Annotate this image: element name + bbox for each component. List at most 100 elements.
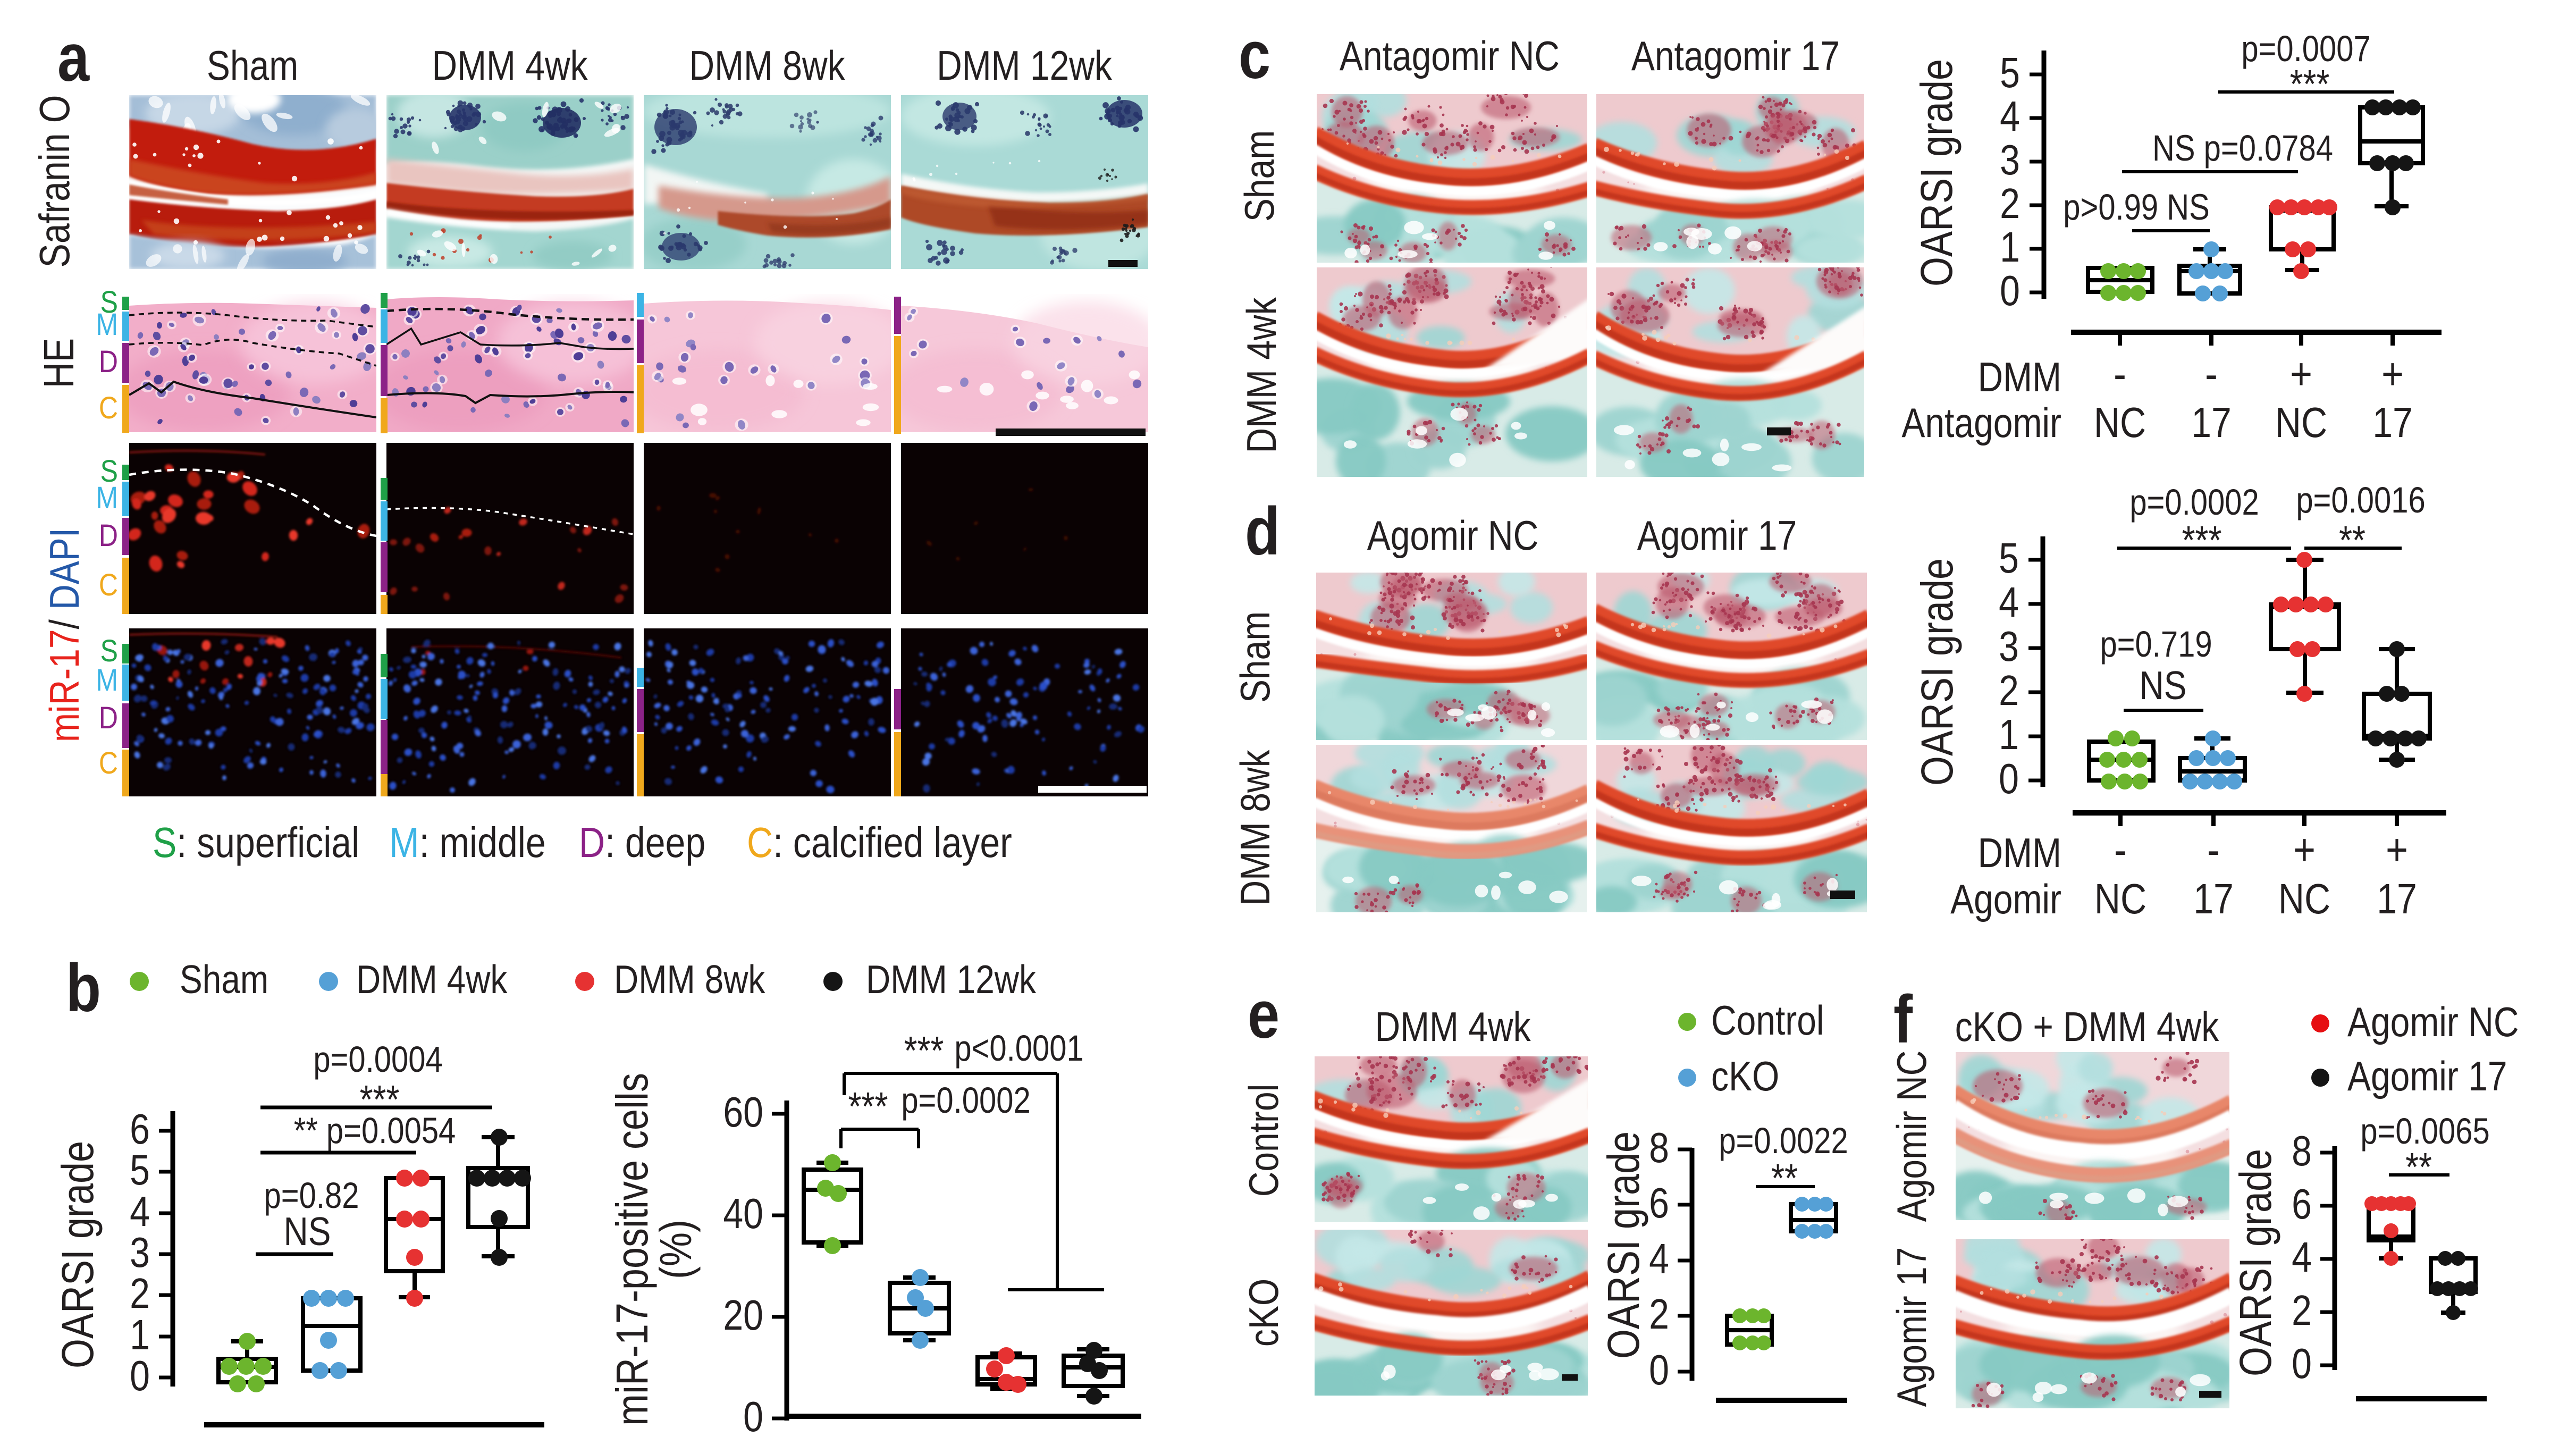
svg-text:2: 2 (2000, 180, 2020, 227)
svg-text:Antagomir: Antagomir (1901, 400, 2061, 446)
svg-text:OARSI grade: OARSI grade (1912, 558, 1962, 786)
svg-text:NS: NS (284, 1209, 331, 1254)
svg-text:DMM 8wk: DMM 8wk (689, 43, 845, 89)
svg-text:NC: NC (2094, 399, 2146, 446)
svg-text:S: S (100, 284, 118, 320)
svg-text:4: 4 (2000, 93, 2020, 140)
svg-text:DMM 8wk: DMM 8wk (614, 957, 765, 1002)
svg-text:p=0.0022: p=0.0022 (1719, 1121, 1848, 1161)
svg-text:NS: NS (2140, 663, 2187, 708)
svg-text:Agomir NC: Agomir NC (1889, 1051, 1935, 1222)
svg-text:6: 6 (130, 1105, 150, 1153)
svg-text:OARSI grade: OARSI grade (1598, 1131, 1648, 1359)
svg-text:c: c (1239, 17, 1270, 93)
svg-text:0: 0 (743, 1393, 763, 1440)
svg-text:1: 1 (1999, 711, 2019, 758)
svg-text:NC: NC (2278, 875, 2330, 922)
svg-text:1: 1 (130, 1311, 150, 1358)
svg-text:p=0.82: p=0.82 (264, 1176, 359, 1216)
svg-text:NS p=0.0784: NS p=0.0784 (2152, 129, 2333, 169)
svg-text:C: C (99, 745, 118, 780)
svg-text:HE: HE (35, 338, 82, 388)
svg-text:***: *** (2290, 62, 2330, 106)
svg-text:5: 5 (1999, 534, 2019, 582)
svg-text:2: 2 (130, 1270, 150, 1317)
svg-text:miR-17/ DAPI: miR-17/ DAPI (42, 528, 88, 742)
svg-text:+: + (2381, 348, 2404, 399)
svg-text:cKO + DMM 4wk: cKO + DMM 4wk (1955, 1004, 2219, 1050)
svg-text:p=0.0002: p=0.0002 (2129, 483, 2259, 523)
svg-text:e: e (1248, 977, 1279, 1052)
svg-text:DMM 8wk: DMM 8wk (1233, 750, 1278, 906)
svg-text:C: C (99, 567, 118, 602)
svg-text:D: D (99, 518, 118, 553)
svg-text:4: 4 (130, 1188, 150, 1235)
svg-text:40: 40 (723, 1190, 763, 1237)
svg-text:Agomir 17: Agomir 17 (1889, 1247, 1935, 1407)
svg-text:Agomir 17: Agomir 17 (1637, 513, 1797, 559)
svg-text:0: 0 (1649, 1346, 1669, 1393)
svg-text:***: *** (904, 1028, 944, 1073)
svg-text:M: middle: M: middle (389, 819, 546, 866)
svg-text:Control: Control (1711, 998, 1824, 1044)
svg-text:-: - (2114, 348, 2126, 399)
svg-text:C: C (99, 390, 118, 425)
svg-text:p=0.719: p=0.719 (2100, 625, 2212, 665)
svg-text:2: 2 (1999, 667, 2019, 714)
svg-text:DMM 4wk: DMM 4wk (432, 43, 588, 89)
svg-text:8: 8 (1649, 1124, 1669, 1171)
svg-text:DMM 4wk: DMM 4wk (356, 957, 508, 1002)
svg-text:3: 3 (130, 1229, 150, 1276)
svg-text:2: 2 (1649, 1290, 1669, 1338)
svg-text:DMM: DMM (1978, 355, 2061, 400)
svg-text:OARSI grade: OARSI grade (1911, 59, 1962, 287)
svg-text:M: M (96, 307, 118, 342)
svg-text:miR-17-positive cells: miR-17-positive cells (607, 1073, 657, 1426)
svg-text:0: 0 (1999, 755, 2019, 802)
svg-text:**: ** (2339, 518, 2365, 562)
svg-text:Antagomir NC: Antagomir NC (1340, 33, 1560, 79)
svg-text:3: 3 (1999, 623, 2019, 670)
svg-text:Sham: Sham (207, 43, 298, 89)
svg-text:a: a (57, 20, 90, 95)
svg-text:4: 4 (1999, 578, 2019, 626)
svg-text:M: M (96, 662, 118, 698)
svg-text:d: d (1245, 493, 1280, 569)
svg-text:***: *** (360, 1077, 400, 1122)
svg-text:Agomir NC: Agomir NC (1367, 513, 1538, 559)
svg-text:17: 17 (2377, 875, 2417, 922)
svg-text:cKO: cKO (1241, 1279, 1287, 1347)
svg-text:OARSI grade: OARSI grade (52, 1141, 103, 1368)
svg-text:D: deep: D: deep (579, 819, 705, 866)
svg-text:17: 17 (2191, 399, 2232, 446)
svg-text:M: M (96, 480, 118, 515)
svg-text:+: + (2290, 348, 2312, 399)
svg-text:+: + (2386, 824, 2408, 875)
svg-text:b: b (66, 950, 101, 1026)
svg-text:6: 6 (1649, 1179, 1669, 1226)
svg-text:3: 3 (2000, 136, 2020, 183)
svg-text:D: D (99, 700, 118, 735)
svg-text:5: 5 (2000, 49, 2020, 96)
svg-text:-: - (2205, 348, 2218, 399)
svg-text:0: 0 (130, 1352, 150, 1399)
svg-text:DMM: DMM (1978, 830, 2061, 876)
svg-text:**: ** (1771, 1156, 1798, 1200)
svg-text:(%): (%) (650, 1220, 701, 1279)
svg-text:Sham: Sham (1237, 130, 1283, 222)
svg-text:DMM 4wk: DMM 4wk (1375, 1004, 1531, 1050)
svg-text:D: D (99, 344, 118, 379)
svg-text:Sham: Sham (180, 957, 268, 1002)
svg-text:***: *** (2182, 518, 2222, 562)
svg-text:5: 5 (130, 1146, 150, 1194)
svg-text:+: + (2293, 824, 2316, 875)
svg-text:-: - (2207, 824, 2220, 875)
svg-text:***: *** (848, 1084, 888, 1129)
svg-text:p=0.0016: p=0.0016 (2296, 481, 2425, 520)
svg-text:DMM 12wk: DMM 12wk (937, 43, 1113, 89)
svg-text:f: f (1893, 981, 1913, 1057)
svg-text:Safranin O: Safranin O (31, 95, 78, 267)
svg-text:20: 20 (723, 1291, 763, 1339)
svg-text:-: - (2114, 824, 2127, 875)
svg-text:C: calcified layer: C: calcified layer (747, 819, 1012, 866)
